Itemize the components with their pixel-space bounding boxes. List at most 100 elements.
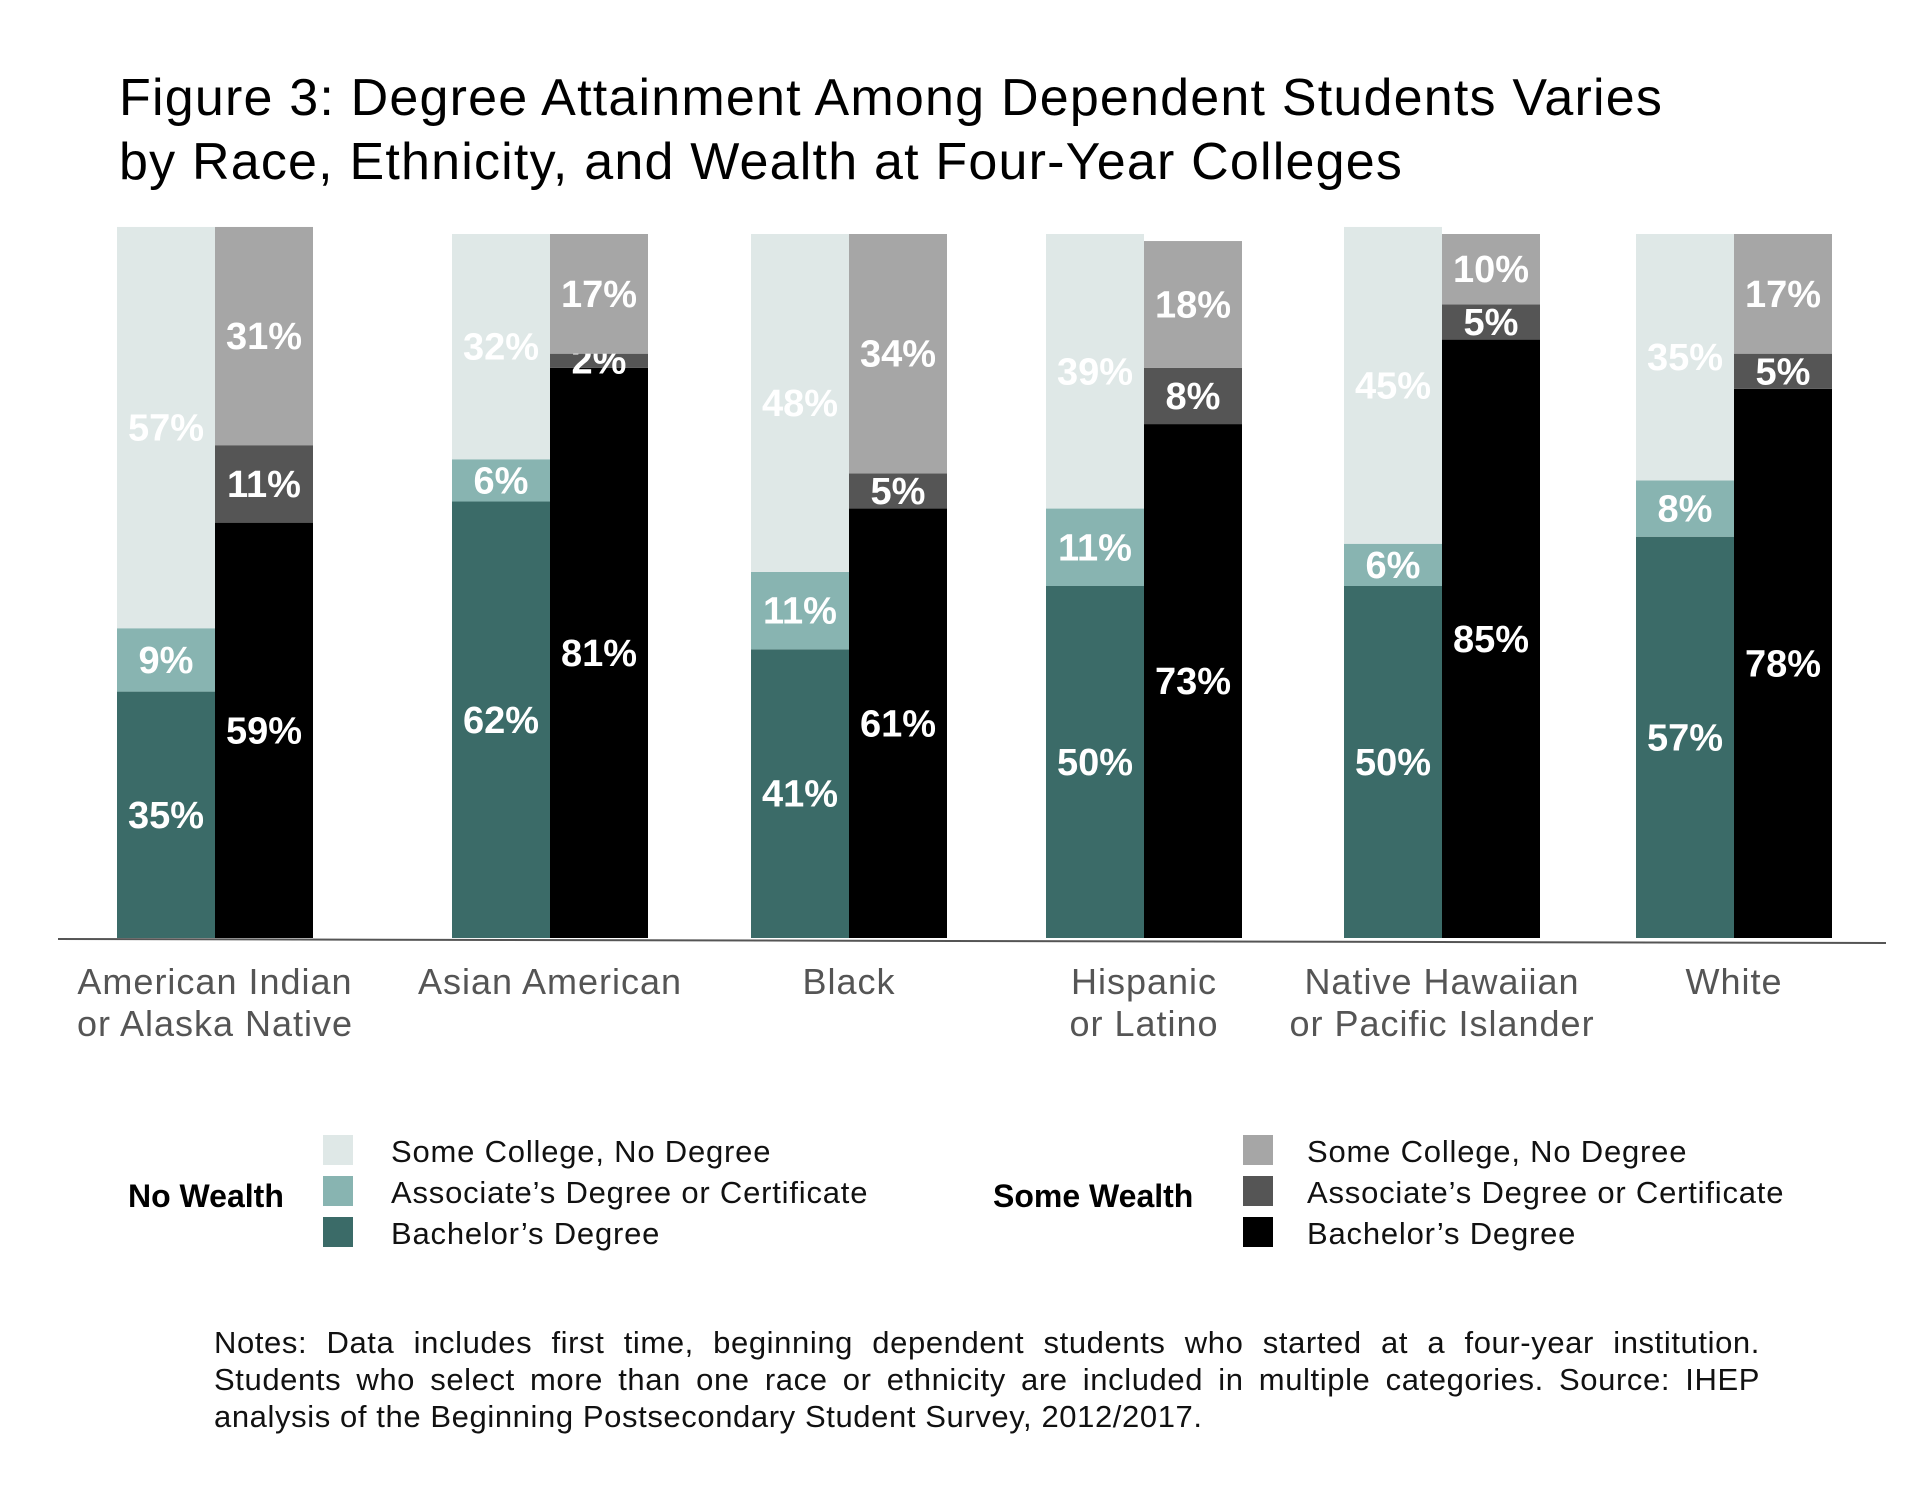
data-label: 73% [1155,661,1231,703]
data-label: 31% [226,316,302,358]
category-label: or Alaska Native [77,1003,353,1044]
category-label: Native Hawaiian [1304,961,1579,1002]
x-axis [57,938,1887,944]
category-label: or Pacific Islander [1289,1003,1594,1044]
data-label: 32% [463,327,539,369]
data-label: 10% [1453,249,1529,291]
data-label: 34% [860,334,936,376]
data-label: 50% [1057,742,1133,784]
bar-segment [452,234,550,460]
data-label: 5% [1756,351,1811,393]
notes: Notes: Data includes first time, beginni… [214,1325,1760,1434]
bar-segment [1636,234,1734,481]
bar-segment [215,445,313,523]
legend-label: Some College, No Degree [1307,1134,1687,1169]
bar-segment [452,501,550,938]
legend-group-title: Some Wealth [993,1178,1193,1214]
bar-segment [751,571,849,650]
legend-label: Some College, No Degree [391,1134,771,1169]
category-label: or Latino [1069,1003,1218,1044]
bar-segment [1046,234,1144,509]
bar-segment [1442,304,1540,340]
bar-segment [215,226,313,446]
bar-segment [1144,367,1242,425]
legend-label: Associate’s Degree or Certificate [1307,1175,1784,1210]
data-label: 17% [1745,274,1821,316]
data-label: 6% [1366,545,1421,587]
legend-swatch [323,1176,353,1206]
bar-segment [1734,353,1832,389]
data-label: 8% [1166,376,1221,418]
category-label: American Indian [77,961,352,1002]
bar-segment [1144,241,1242,368]
bar-segment [1344,586,1442,938]
bar-segment [117,628,215,692]
bar-segment [215,522,313,938]
legend-group-title: No Wealth [128,1178,284,1214]
bar-segment [1636,536,1734,938]
data-label: 39% [1057,351,1133,393]
bar-segment [1144,424,1242,939]
data-label: 6% [474,460,529,502]
bar-segment [849,234,947,474]
bar-segment [1734,388,1832,938]
data-label: 81% [561,633,637,675]
legend-swatch [1243,1135,1273,1165]
legend-label: Bachelor’s Degree [1307,1216,1576,1251]
bar-segment [1734,234,1832,354]
legend-swatch [323,1135,353,1165]
title-line-2: by Race, Ethnicity, and Wealth at Four-Y… [119,133,1404,191]
bar-segment [550,367,648,938]
category-label: Hispanic [1071,961,1217,1002]
legend-label: Bachelor’s Degree [391,1216,660,1251]
data-label: 59% [226,710,302,752]
data-label: 35% [1647,337,1723,379]
bar-segment [1046,508,1144,586]
data-label: 48% [762,383,838,425]
data-label: 57% [1647,717,1723,759]
bar-segment [117,691,215,938]
bar-segment [452,459,550,502]
category-label: White [1685,961,1782,1002]
data-label: 45% [1355,365,1431,407]
category-label: Asian American [418,961,682,1002]
data-label: 62% [463,700,539,742]
legend-swatch [1243,1217,1273,1247]
data-label: 5% [1464,302,1519,344]
data-label: 50% [1355,742,1431,784]
bar-segment [1344,543,1442,586]
bar-segment [117,226,215,629]
bar-segment [1046,586,1144,938]
bar-segment [751,234,849,572]
bar-segment [849,508,947,938]
bar-segment [1442,234,1540,305]
data-label: 8% [1658,489,1713,531]
data-label: 11% [227,464,301,506]
bar-segment [550,353,648,368]
data-label: 35% [128,795,204,837]
data-label: 17% [561,274,637,316]
data-label: 11% [763,591,837,633]
bar-segment [550,234,648,354]
data-label: 18% [1155,284,1231,326]
data-label: 61% [860,703,936,745]
bar-segment [751,649,849,938]
data-label: 9% [139,640,194,682]
chart-title: Figure 3: Degree Attainment Among Depend… [119,66,1663,194]
bar-segment [1442,339,1540,939]
data-label: 57% [128,408,204,450]
legend-swatch [1243,1176,1273,1206]
category-label: Black [802,961,895,1002]
legend-swatch [323,1217,353,1247]
title-line-1: Figure 3: Degree Attainment Among Depend… [119,69,1664,127]
data-label: 85% [1453,619,1529,661]
bar-segment [849,473,947,509]
data-label: 78% [1745,643,1821,685]
legend-label: Associate’s Degree or Certificate [391,1175,868,1210]
bar-segment [1636,480,1734,537]
bar-segment [1344,226,1442,544]
data-label: 41% [762,774,838,816]
data-label: 5% [871,471,926,513]
data-label: 11% [1058,527,1132,569]
